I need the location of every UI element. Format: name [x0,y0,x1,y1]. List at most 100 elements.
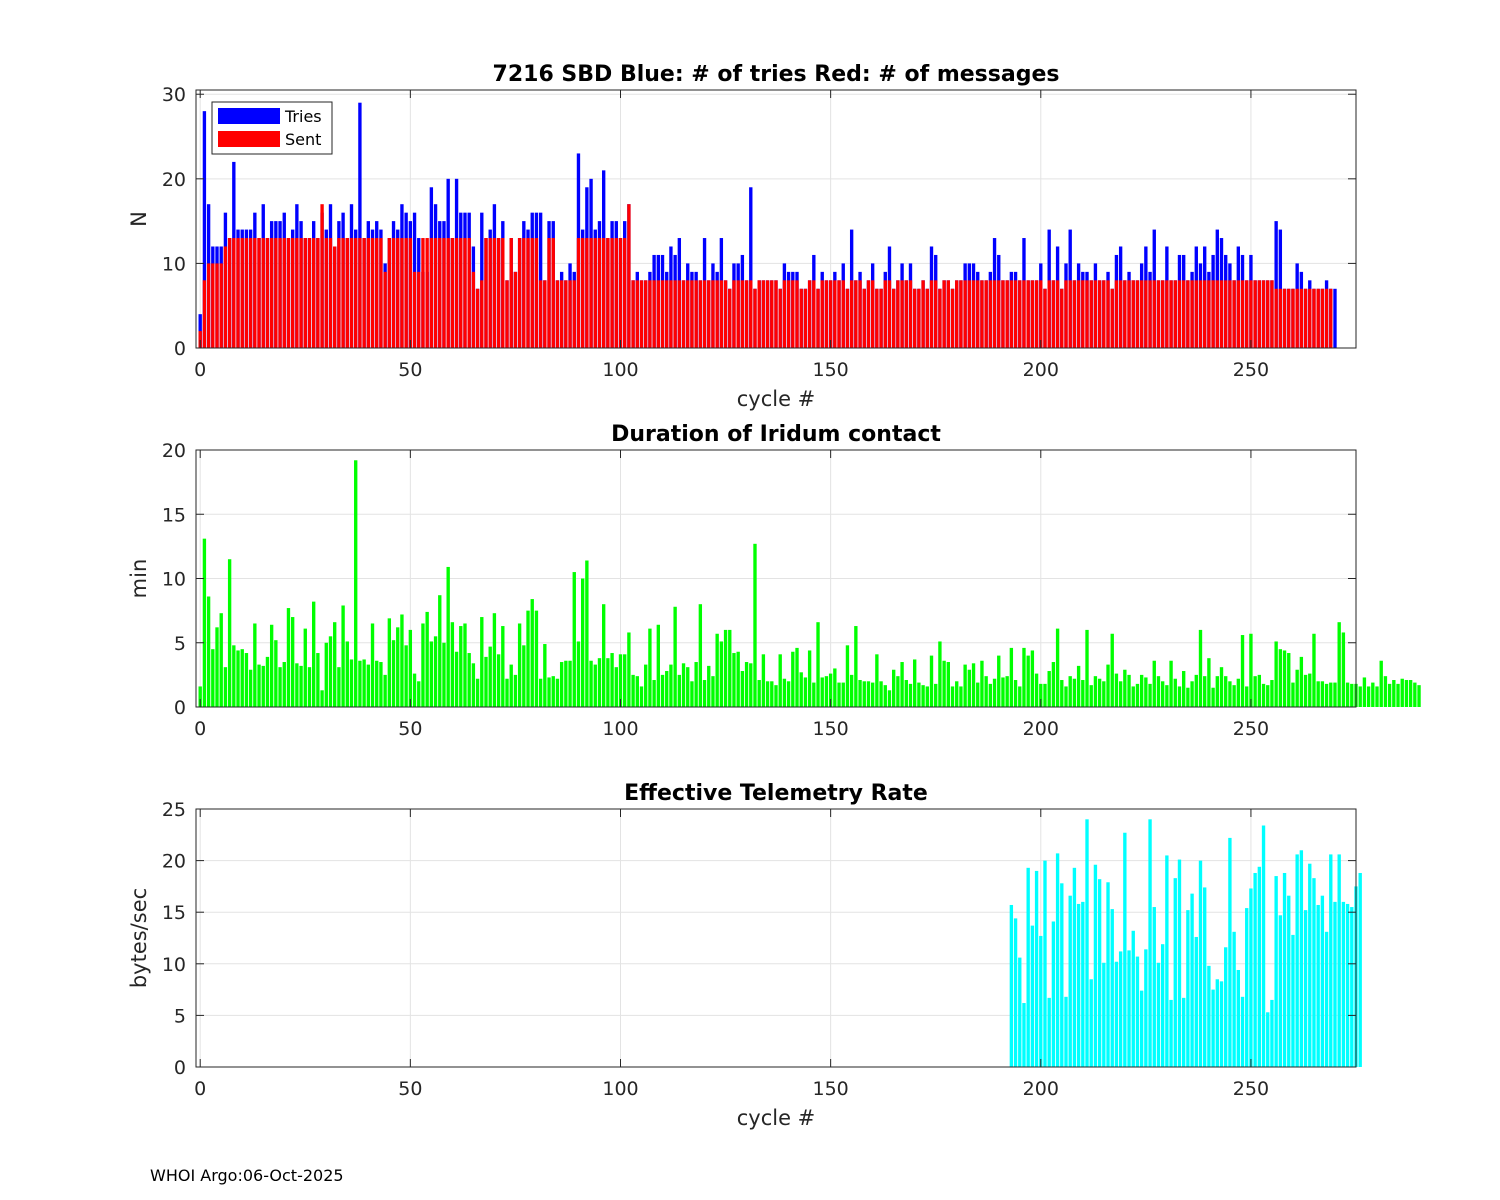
series-bar [807,650,812,707]
series-bar [1194,936,1198,1067]
series-bar [1203,676,1207,707]
x-tick-label: 0 [194,718,206,740]
series-bar [690,681,694,707]
sent-bar [652,280,656,348]
series-bar [1257,674,1262,707]
sent-bar [375,238,379,348]
series-bar [580,578,585,707]
y-tick-label: 5 [174,633,186,655]
sent-bar [1051,280,1056,348]
series-bar [1219,667,1224,707]
sent-bar [261,238,265,348]
series-bar [669,664,673,707]
sent-bar [534,238,539,348]
series-bar [240,649,244,707]
series-bar [1270,999,1274,1067]
sent-bar [833,280,837,348]
sent-bar [362,238,366,348]
sent-bar [892,288,896,348]
sent-bar [274,238,278,348]
sent-bar [904,280,908,348]
series-bar [723,629,728,707]
sent-bar [728,288,732,348]
sent-bar [1182,280,1186,348]
series-bar [1413,682,1417,707]
sent-bar [1072,280,1077,348]
sent-bar [1165,280,1169,348]
series-bar [786,681,791,707]
series-bar [1274,641,1278,707]
legend-swatch [218,108,280,124]
sent-bar [879,288,883,348]
series-bar [1295,669,1299,707]
series-bar [1030,650,1035,707]
series-bar [1144,677,1148,707]
sent-bar [866,280,871,348]
series-bar [244,653,249,707]
series-bar [925,686,929,707]
legend-label: Sent [285,130,321,149]
series-bar [1236,678,1240,707]
series-bar [1240,996,1245,1067]
series-bar [303,628,307,707]
series-bar [1408,680,1413,707]
sent-bar [791,280,795,348]
sent-bar [1270,280,1274,348]
sent-bar [749,280,753,348]
series-bar [211,649,215,707]
series-bar [879,681,883,707]
sent-bar [602,238,606,348]
sent-bar [1194,280,1198,348]
sent-bar [686,280,690,348]
series-bar [1215,979,1219,1067]
series-bar [1135,956,1140,1067]
series-bar [202,538,207,707]
sent-bar [1291,288,1295,348]
sent-bar [635,280,639,348]
series-bar [1337,622,1341,707]
series-bar [1156,962,1161,1067]
series-bar [849,674,854,707]
sent-bar [282,238,286,348]
sent-bar [295,238,299,348]
sent-bar [593,238,597,348]
series-bar [1228,681,1232,707]
sent-bar [1232,280,1236,348]
sent-bar [303,238,307,348]
sent-bar [1211,280,1215,348]
series-bar [761,654,766,707]
series-bar [774,685,778,707]
sent-bar [765,280,770,348]
series-bar [1173,878,1177,1067]
series-bar [505,678,509,707]
series-bar [1341,632,1346,707]
sent-bar [1228,280,1232,348]
series-bar [631,674,635,707]
sent-bar [770,280,774,348]
series-bar [1127,950,1131,1067]
series-bar [1110,909,1114,1067]
series-bar [870,682,875,707]
series-bar [1249,888,1253,1067]
series-bar [404,645,408,707]
sent-bar [719,280,724,348]
sent-bar [1064,280,1068,348]
sent-bar [547,238,551,348]
series-bar [828,673,833,707]
sent-bar [837,280,841,348]
series-bar [1278,649,1283,707]
series-bar [227,559,232,707]
sent-bar [1215,280,1219,348]
sent-bar [715,280,719,348]
sent-bar [648,280,652,348]
sent-bar [425,238,429,348]
series-bar [1240,635,1245,707]
y-axis-label: N [127,211,151,227]
x-tick-label: 250 [1233,1078,1269,1100]
sent-bar [1093,280,1098,348]
sent-bar [1135,280,1140,348]
sent-bar [1139,280,1144,348]
series-bar [1123,669,1127,707]
series-bar [429,641,434,707]
series-bar [496,654,501,707]
